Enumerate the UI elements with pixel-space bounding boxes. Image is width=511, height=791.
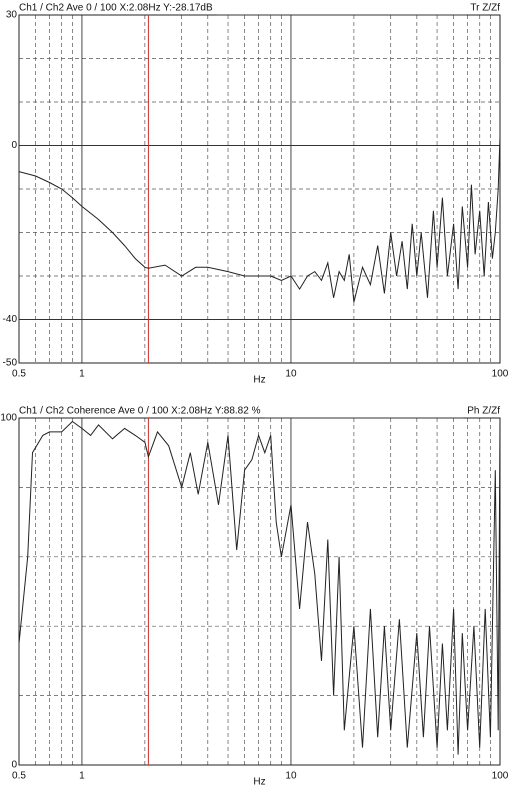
x-axis-label: Hz: [253, 375, 265, 386]
chart-header: Ch1 / Ch2 Ave 0 / 100 X:2.08Hz Y:-28.17d…: [19, 3, 213, 14]
x-tick-label: 10: [285, 369, 297, 380]
y-tick-label: -50: [3, 358, 18, 369]
y-tick-label: 0: [11, 760, 17, 771]
y-tick-label: 100: [0, 413, 17, 424]
x-tick-label: 100: [492, 771, 509, 782]
data-line: [18, 136, 501, 303]
right-label: Tr Z/Zf: [470, 3, 500, 14]
x-tick-label: 0.5: [12, 369, 26, 380]
y-tick-label: 30: [6, 10, 18, 21]
x-tick-label: 0.5: [12, 771, 26, 782]
plot-frame: [18, 417, 501, 766]
x-tick-label: 10: [285, 771, 297, 782]
y-tick-label: 0: [11, 140, 17, 151]
x-tick-label: 1: [79, 369, 85, 380]
x-tick-label: 1: [79, 771, 85, 782]
chart-header: Ch1 / Ch2 Coherence Ave 0 / 100 X:2.08Hz…: [19, 406, 261, 417]
y-tick-label: -40: [3, 314, 18, 325]
x-axis-label: Hz: [253, 777, 265, 788]
data-line: [18, 417, 501, 755]
x-tick-label: 100: [492, 369, 509, 380]
right-label: Ph Z/Zf: [467, 406, 500, 417]
